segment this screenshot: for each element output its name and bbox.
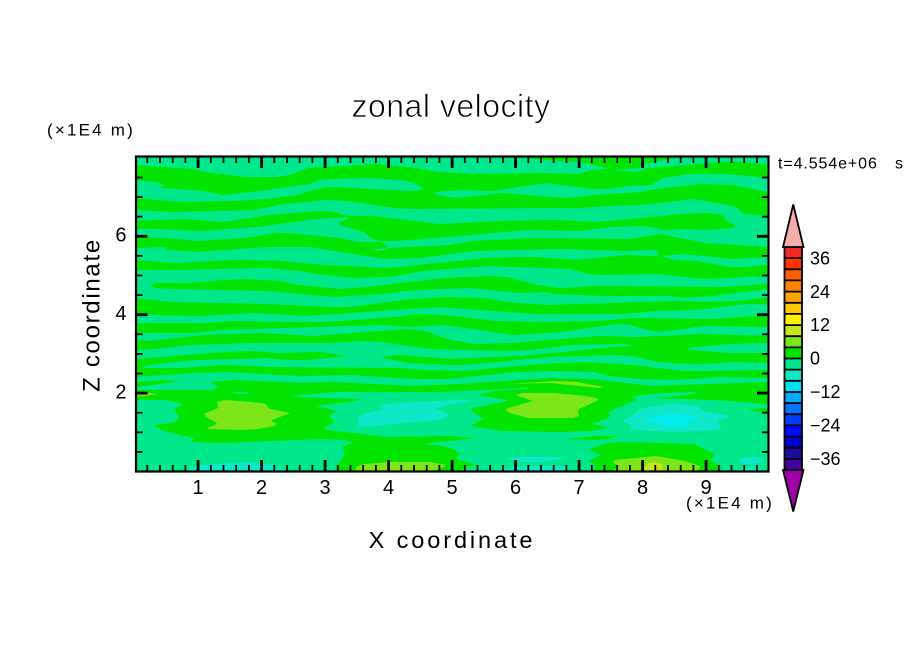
svg-text:0: 0	[810, 349, 820, 369]
svg-text:s: s	[895, 156, 903, 173]
svg-text:5: 5	[447, 477, 458, 499]
svg-text:12: 12	[810, 315, 830, 335]
svg-text:36: 36	[810, 248, 830, 268]
svg-text:4: 4	[383, 477, 394, 499]
svg-text:−24: −24	[810, 416, 841, 436]
svg-text:t=4.554e+06: t=4.554e+06	[778, 156, 878, 173]
svg-text:(×1E4 m): (×1E4 m)	[47, 121, 135, 140]
svg-text:24: 24	[810, 282, 830, 302]
svg-text:6: 6	[510, 477, 521, 499]
svg-text:8: 8	[637, 477, 648, 499]
svg-text:7: 7	[574, 477, 585, 499]
svg-text:1: 1	[193, 477, 204, 499]
svg-text:2: 2	[115, 381, 126, 403]
svg-text:2: 2	[256, 477, 267, 499]
svg-text:6: 6	[115, 225, 126, 247]
svg-text:9: 9	[701, 477, 712, 499]
svg-text:4: 4	[115, 303, 126, 325]
svg-text:zonal velocity: zonal velocity	[351, 88, 550, 124]
svg-text:Z coordinate: Z coordinate	[79, 238, 106, 392]
svg-text:−12: −12	[810, 382, 841, 402]
svg-text:3: 3	[320, 477, 331, 499]
svg-text:(×1E4 m): (×1E4 m)	[686, 494, 774, 513]
svg-text:−36: −36	[810, 449, 841, 469]
svg-text:X coordinate: X coordinate	[369, 527, 536, 553]
